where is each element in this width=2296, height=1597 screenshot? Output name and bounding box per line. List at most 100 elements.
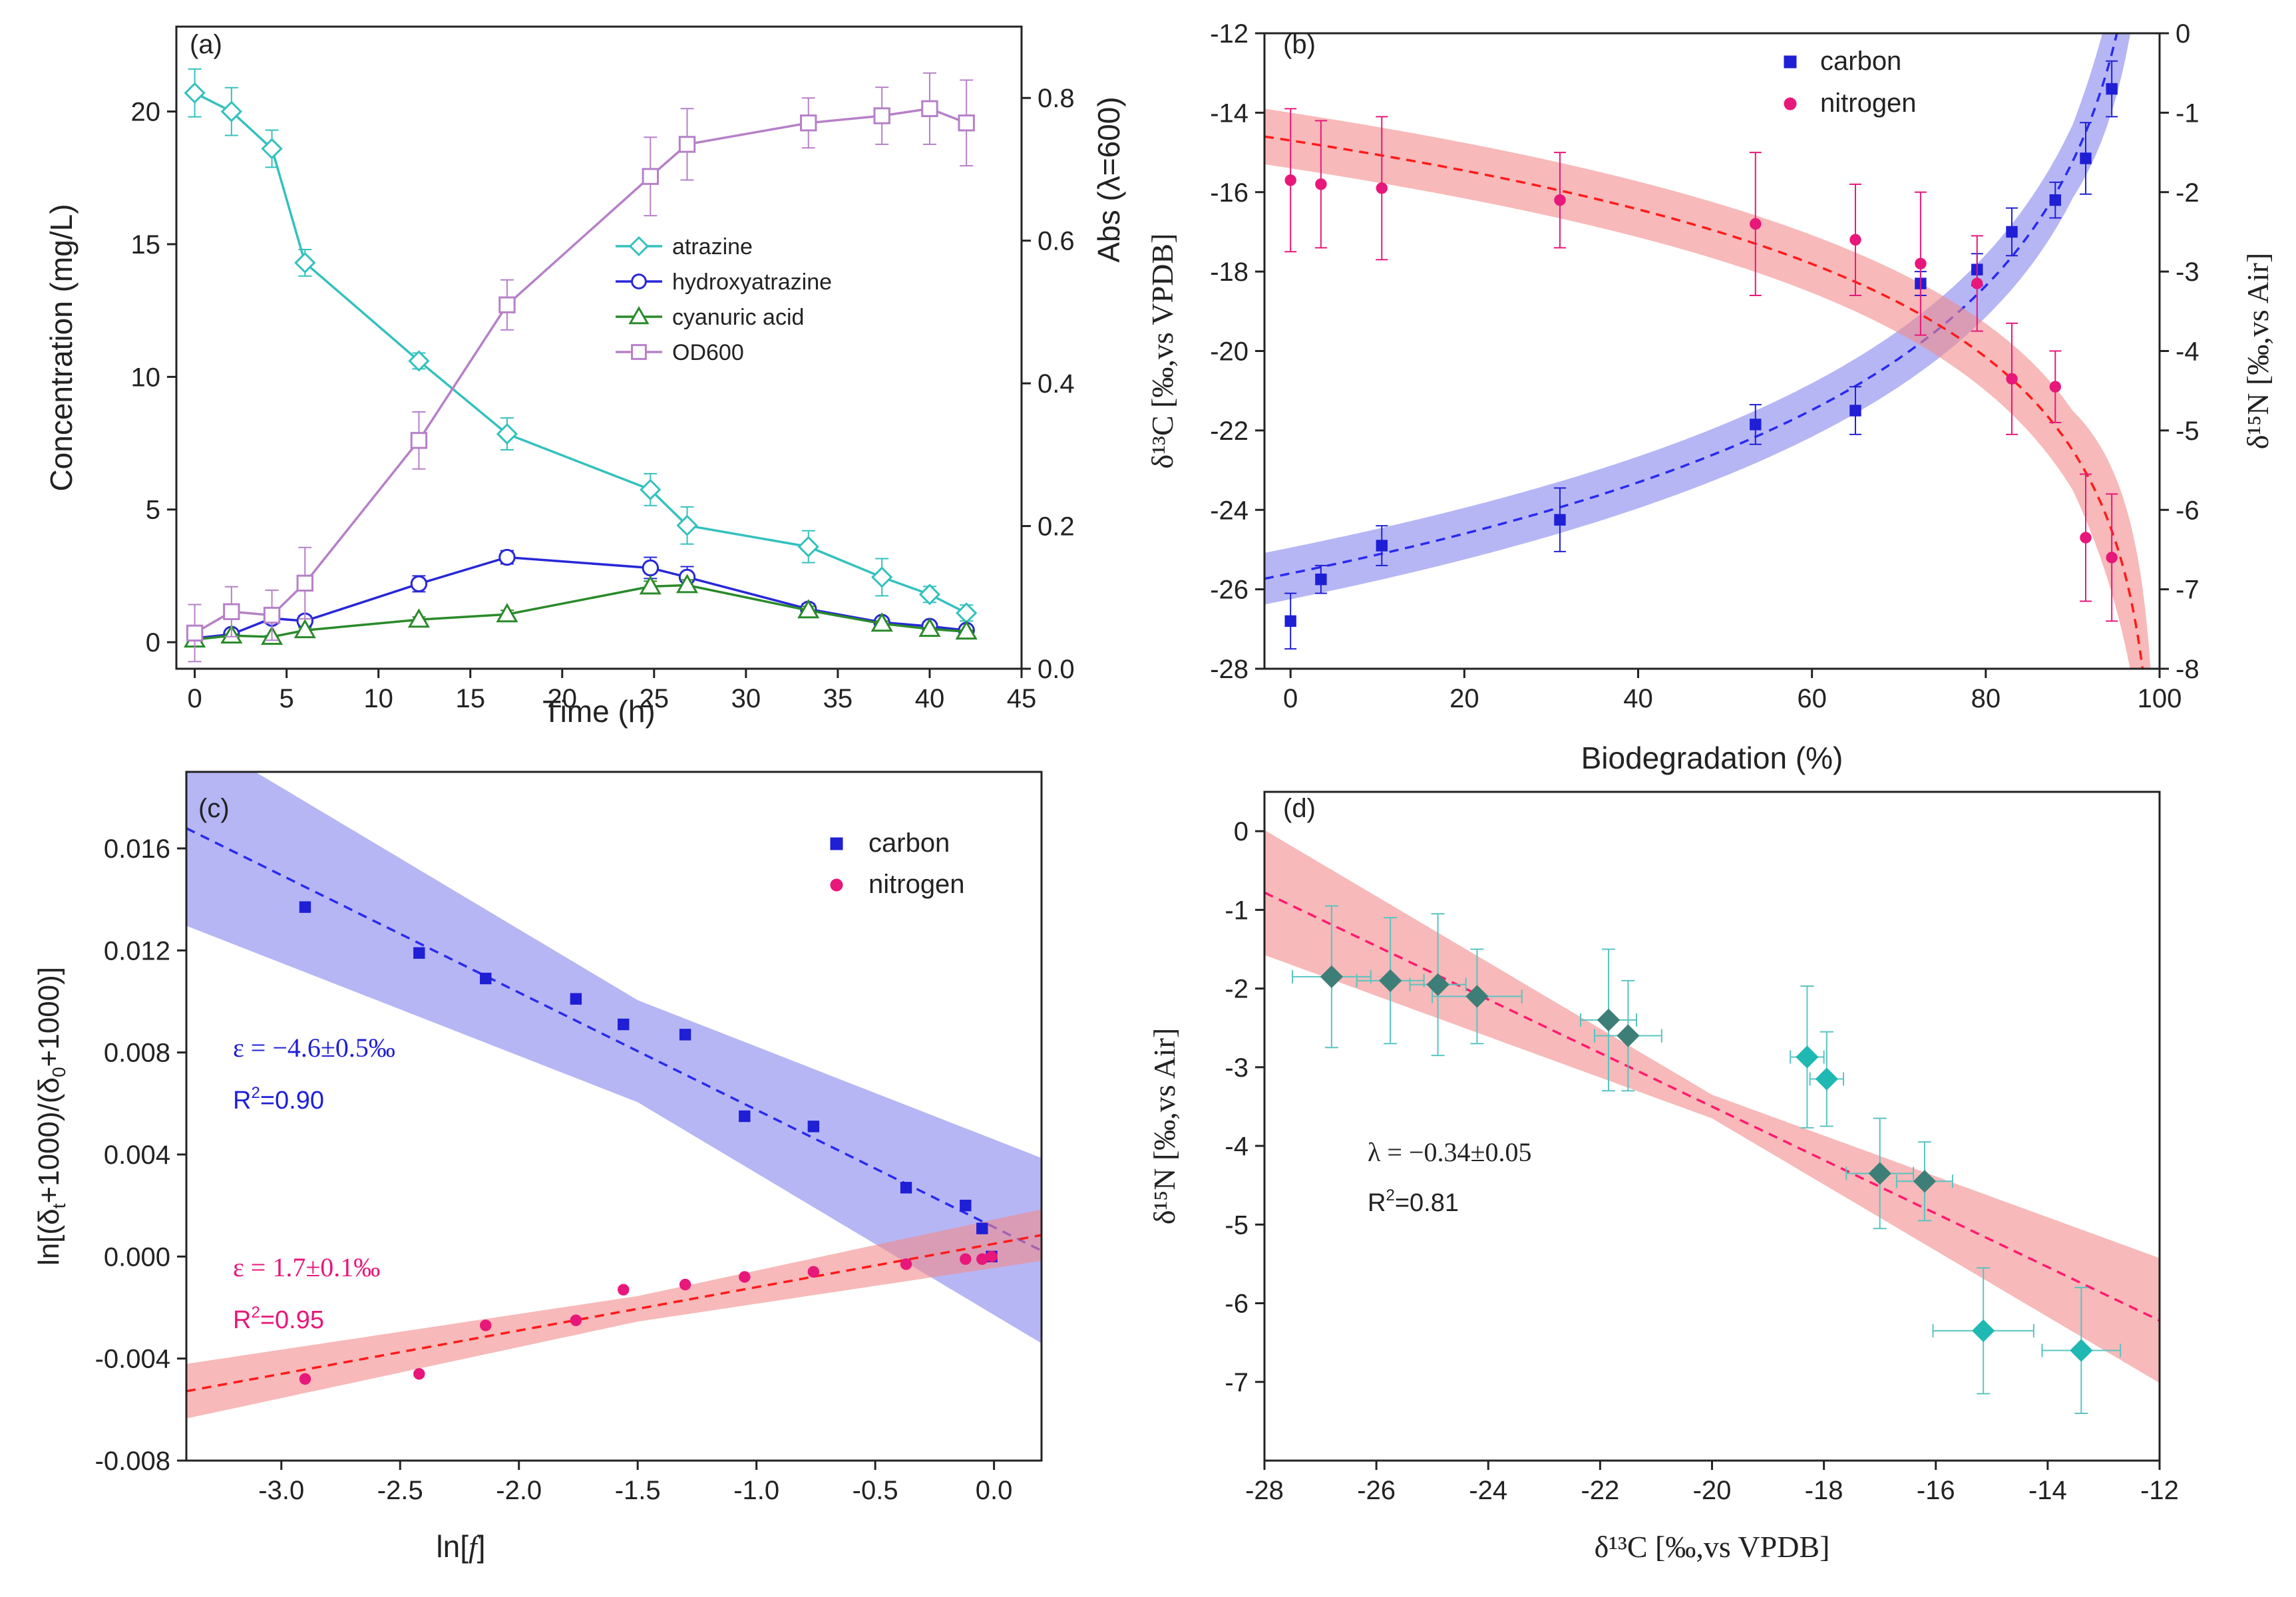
data-point-cyanuric-acid [639,575,662,595]
y-tick-label: -1 [1225,896,1248,925]
legend-marker [830,837,843,850]
x-axis-title: δ¹³C [‰,vs VPDB] [1595,1530,1830,1564]
data-point-carbon [2106,83,2118,95]
y2-tick-label: 0.4 [1038,369,1075,399]
data-point-carbon [1554,514,1566,526]
data-point-carbon [807,1121,820,1133]
y-tick-label: -7 [1225,1368,1248,1397]
data-point-cyanuric-acid [870,612,893,632]
data-point-carbon [900,1182,912,1194]
data-point-cyanuric-acid [496,603,518,623]
x-title-suffix: ] [477,1529,486,1564]
x-tick-label: -3.0 [258,1476,304,1505]
r-squared: R2=0.81 [1368,1186,1459,1217]
data-point-nitrogen [739,1271,751,1283]
data-point-atrazine [220,100,242,122]
plot-area [1264,830,2160,1415]
r2-superscript: 2 [251,1304,260,1322]
data-point-nitrogen [960,1253,972,1265]
data-point-nitrogen [480,1320,492,1331]
data-point [1815,1067,1838,1091]
data-point-nitrogen [299,1373,311,1385]
r-squared-carbon: R2=0.90 [233,1084,324,1115]
data-point-carbon [1315,574,1327,586]
x-tick-label: -1.5 [615,1476,661,1505]
x-tick-label: -26 [1357,1476,1396,1505]
legend-marker [1784,97,1797,110]
data-point-carbon [739,1110,751,1123]
y2-tick-label: -6 [2176,496,2200,525]
panel-label: (d) [1283,794,1316,823]
data-point-cyanuric-acid [918,618,941,637]
legend-marker [631,344,647,360]
data-point [1972,1319,1995,1343]
data-point-OD600 [958,114,975,132]
data-point-OD600 [263,606,281,624]
legend-label: hydroxyatrazine [672,269,832,295]
fit-line [1264,891,2160,1322]
x-tick-label: 20 [548,684,578,713]
data-point [2070,1339,2093,1362]
y-tick-label: 20 [131,98,161,127]
x-tick-label: 0.0 [976,1476,1013,1505]
x-tick-label: -14 [2028,1476,2067,1505]
data-point-nitrogen [570,1314,582,1326]
y-title-subscript: 0 [49,1067,69,1077]
x-tick-label: 30 [731,684,761,713]
r-squared-nitrogen: R2=0.95 [233,1304,324,1334]
x-tick-label: 0 [1283,684,1298,713]
x-tick-label: 20 [1449,684,1479,713]
data-point-carbon [1284,615,1296,627]
data-point-atrazine [408,350,430,372]
y2-axis-title: Abs (λ=600) [1091,96,1126,262]
data-point-OD600 [800,114,817,132]
x-tick-label: -2.5 [377,1476,423,1505]
data-point-nitrogen [976,1253,988,1265]
x-tick-label: 100 [2138,684,2182,713]
y2-tick-label: 0 [2176,19,2190,49]
y-tick-label: 0.016 [104,834,170,864]
data-point-OD600 [186,624,204,642]
data-point [1597,1008,1621,1032]
panel-a: 0 5 10 15 20 25 30 35 40 45 0 5 10 15 20 0.0 0.2 0.4 0.6 0.… [44,25,1126,729]
y-tick-label: -2 [1225,975,1248,1004]
x-tick-label: -20 [1693,1476,1732,1505]
y-tick-label: -22 [1210,417,1248,446]
y-title-subscript: t [49,1203,69,1208]
data-point-OD600 [678,136,696,153]
data-point-carbon [1849,405,1861,417]
y2-tick-label: 0.2 [1038,512,1075,542]
r2-prefix: R [233,1087,251,1115]
legend-label: cyanuric acid [672,305,804,330]
y-tick-label: -28 [1210,655,1248,684]
y-tick-label: 0.004 [104,1141,170,1170]
x-tick-label: 80 [1971,684,2001,713]
y2-tick-label: -3 [2176,258,2200,287]
data-point-atrazine [918,584,941,606]
y-tick-label: -20 [1210,337,1248,367]
data-point-carbon [679,1029,691,1041]
carbon-confidence-band [1264,33,2131,605]
y-tick-label: 0 [1234,817,1248,846]
r2-superscript: 2 [1386,1186,1394,1204]
data-point-OD600 [498,296,516,313]
data-point-nitrogen [2006,373,2018,385]
data-point-cyanuric-acid [675,574,699,594]
y-tick-label: 15 [131,230,161,260]
x-tick-label: -0.5 [853,1476,898,1505]
data-point-nitrogen [618,1284,630,1296]
data-point-carbon [299,901,311,913]
data-point-nitrogen [1849,234,1861,246]
data-point-cyanuric-acid [293,619,316,639]
legend-label: nitrogen [868,870,965,899]
data-point-OD600 [642,168,660,185]
data-point-atrazine [956,602,978,624]
data-point-carbon [976,1222,988,1234]
data-point-nitrogen [807,1266,820,1278]
y-title-part: ln[(δ [33,1208,65,1266]
data-point-cyanuric-acid [955,620,978,640]
series-line-OD600 [194,107,967,634]
data-point-nitrogen [900,1258,912,1270]
y-tick-label: -6 [1225,1290,1248,1319]
